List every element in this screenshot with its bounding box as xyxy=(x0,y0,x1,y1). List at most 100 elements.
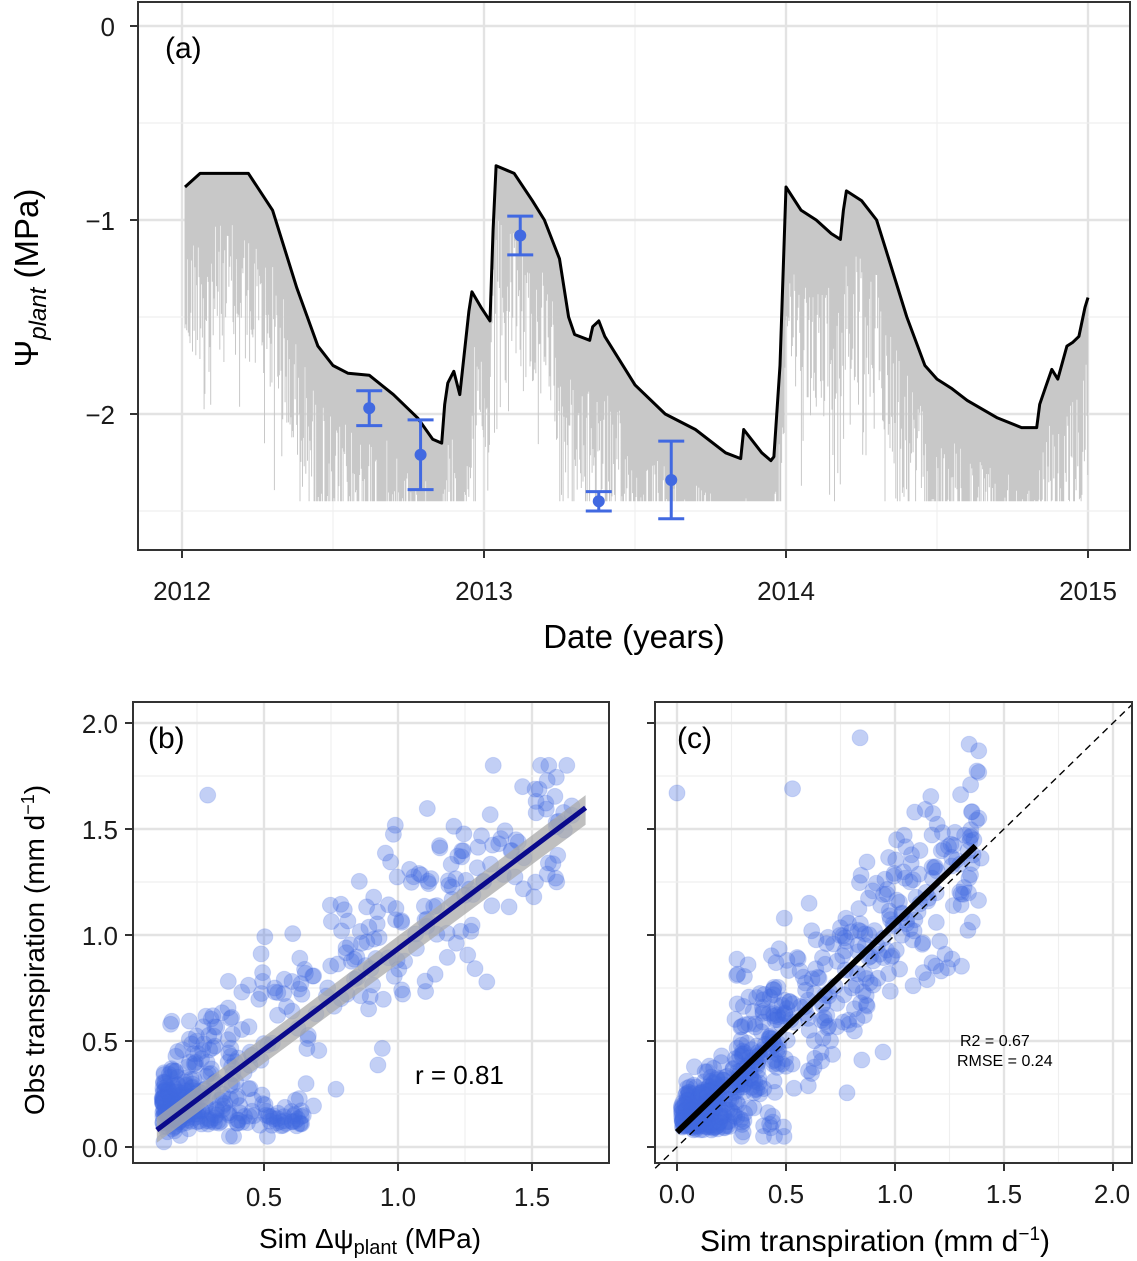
panel-c-point xyxy=(680,1083,698,1101)
panel-b-point xyxy=(155,1082,173,1100)
panel-b-point xyxy=(463,916,481,934)
panel-c-point xyxy=(678,1087,696,1105)
panel-c-point xyxy=(852,994,870,1012)
panel-b-point xyxy=(188,1032,205,1050)
panel-c-point xyxy=(816,1013,834,1031)
panel-b-point xyxy=(236,1107,253,1125)
panel-c-point xyxy=(761,1115,779,1133)
panel-c-point xyxy=(943,950,961,968)
panel-c-point xyxy=(800,1021,818,1039)
panel-b-point xyxy=(275,985,293,1003)
panel-c-point xyxy=(895,826,913,844)
panel-c-point xyxy=(690,1086,708,1104)
panel-c-point xyxy=(766,1011,784,1029)
panel-c-xtick-1.0: 1.0 xyxy=(877,1179,913,1209)
panel-b-point xyxy=(527,873,544,891)
panel-c-point xyxy=(675,1104,693,1122)
panel-c-point xyxy=(700,1057,718,1075)
panel-c-point xyxy=(706,1112,724,1130)
panel-c-point xyxy=(699,1118,717,1136)
panel-b-point xyxy=(284,925,302,943)
panel-c-point xyxy=(970,742,988,760)
panel-b-point xyxy=(176,1069,194,1087)
panel-c-point xyxy=(680,1085,698,1103)
panel-c-point xyxy=(712,1108,730,1126)
panel-b-point xyxy=(229,1111,247,1129)
panel-c-point xyxy=(687,1117,705,1135)
panel-c-point xyxy=(728,1108,746,1126)
panel-c-point xyxy=(687,1078,705,1096)
panel-c-point xyxy=(837,932,855,950)
panel-b-point xyxy=(296,960,314,978)
panel-b-point xyxy=(310,1042,328,1059)
panel-c-point xyxy=(764,1107,781,1125)
panel-c-point xyxy=(926,858,944,876)
panel-c-point xyxy=(825,935,842,953)
panel-c-point xyxy=(695,1081,712,1099)
panel-c-point xyxy=(732,1074,750,1092)
panel-c-point xyxy=(754,1002,772,1020)
panel-b-point xyxy=(230,1111,248,1129)
panel-b-point xyxy=(514,880,532,898)
panel-c-point xyxy=(769,1008,787,1026)
panel-c-point xyxy=(780,993,798,1011)
panel-b-point xyxy=(204,1007,222,1025)
panel-b-point xyxy=(164,1062,182,1079)
panel-b-point xyxy=(305,1097,322,1115)
panel-b-point xyxy=(294,1107,312,1124)
panel-b-point xyxy=(213,1004,231,1022)
panel-c-point xyxy=(857,970,875,987)
panel-b-point xyxy=(194,1018,212,1036)
panel-c-point xyxy=(842,923,860,941)
panel-c-point xyxy=(876,870,894,888)
panel-b-point xyxy=(416,972,434,990)
panel-b-point xyxy=(206,1037,224,1055)
panel-b-point xyxy=(341,936,359,954)
panel-c-point xyxy=(744,1002,762,1020)
panel-b-point xyxy=(200,1026,218,1044)
panel-c-point xyxy=(746,1018,764,1036)
panel-c-point xyxy=(776,1004,794,1022)
panel-c-point xyxy=(764,981,782,999)
panel-b-point xyxy=(360,1000,378,1018)
panel-b-point xyxy=(176,1073,193,1091)
panel-b-fit-line xyxy=(155,805,588,1133)
panel-c-point xyxy=(754,1004,772,1022)
panel-b-label: (b) xyxy=(148,722,185,755)
panel-c-point xyxy=(760,1004,778,1022)
panel-c-point xyxy=(870,945,888,963)
panel-c-point xyxy=(896,869,914,887)
panel-c-point xyxy=(962,827,980,845)
panel-b-point xyxy=(305,967,323,985)
panel-b-point xyxy=(439,872,457,890)
panel-b-point xyxy=(332,895,350,913)
panel-c-point xyxy=(748,1080,766,1098)
panel-b-point xyxy=(187,1057,204,1074)
panel-b-point xyxy=(224,1025,241,1043)
panel-c-point xyxy=(963,803,981,821)
panel-c-point xyxy=(716,1096,734,1113)
panel-b-point xyxy=(289,1110,307,1128)
panel-c-point xyxy=(673,1097,690,1115)
panel-b-point xyxy=(387,900,405,917)
panel-b-point xyxy=(393,912,410,930)
panel-b-point xyxy=(168,1083,186,1101)
panel-b-point xyxy=(360,918,378,936)
panel-c-point xyxy=(796,974,814,992)
panel-c-point xyxy=(740,1099,758,1117)
panel-b-point xyxy=(376,844,394,862)
panel-c-point xyxy=(769,978,787,996)
panel-b-point xyxy=(220,1044,238,1062)
panel-c-point xyxy=(709,1117,727,1135)
panel-a-ytick-2: −2 xyxy=(85,400,115,430)
panel-b-point xyxy=(158,1090,176,1108)
panel-c-point xyxy=(702,1118,720,1136)
panel-c-point xyxy=(734,1123,752,1141)
panel-c-point xyxy=(813,1052,831,1070)
panel-c-point xyxy=(845,1000,863,1018)
panel-c-point xyxy=(882,949,900,966)
panel-b-point xyxy=(297,1075,315,1093)
panel-b-ylabel: Obs transpiration (mm d−1) xyxy=(18,785,50,1115)
panel-c-point xyxy=(781,993,799,1010)
panel-c-point xyxy=(699,1115,717,1132)
